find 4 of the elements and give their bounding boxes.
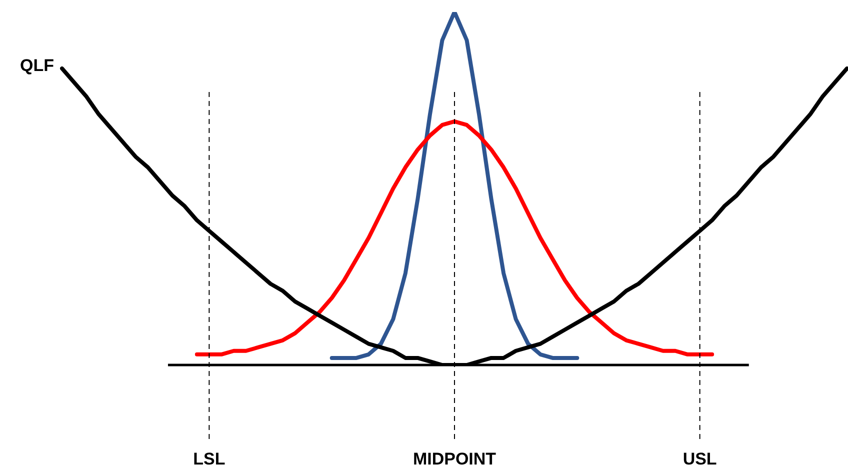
x-tick-label: USL	[682, 450, 717, 469]
x-tick-label: MIDPOINT	[412, 450, 497, 469]
x-tick-label: LSL	[193, 450, 226, 469]
series-label: QLF	[20, 56, 54, 76]
